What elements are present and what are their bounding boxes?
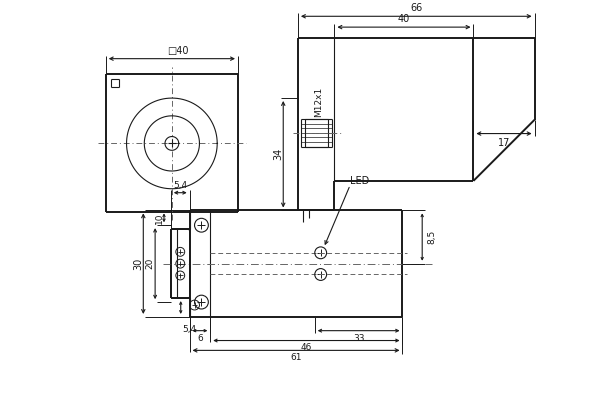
Text: 20: 20: [146, 258, 155, 269]
Text: 66: 66: [410, 3, 422, 13]
Text: □40: □40: [167, 46, 189, 56]
Text: 46: 46: [301, 343, 312, 352]
Text: LED: LED: [350, 176, 370, 186]
Text: 17: 17: [498, 137, 510, 147]
Text: 10: 10: [155, 212, 164, 223]
Text: 6: 6: [197, 334, 203, 343]
Text: 8,5: 8,5: [427, 230, 436, 244]
Text: 33: 33: [353, 334, 364, 343]
Text: 61: 61: [291, 354, 302, 362]
Text: 30: 30: [134, 257, 143, 270]
Text: 40: 40: [398, 14, 410, 24]
Text: 34: 34: [273, 148, 283, 160]
Text: M12x1: M12x1: [314, 87, 323, 117]
Text: 5,4: 5,4: [173, 181, 187, 190]
Text: 5,4: 5,4: [183, 325, 197, 334]
